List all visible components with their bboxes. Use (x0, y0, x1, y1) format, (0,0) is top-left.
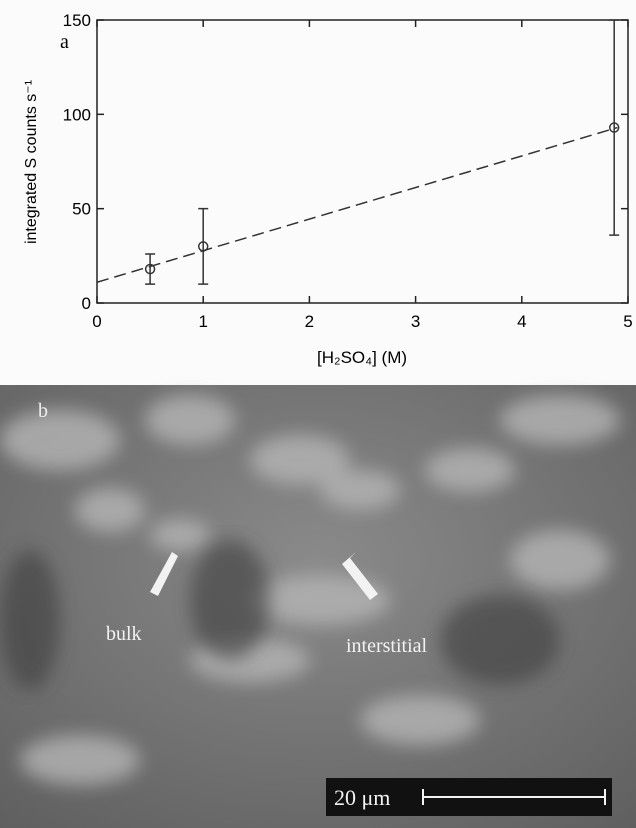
x-tick-label: 3 (411, 312, 420, 331)
error-bar (145, 253, 156, 285)
error-bar (609, 19, 620, 236)
plot-frame (96, 19, 629, 304)
annotation: interstitial (346, 635, 428, 657)
x-tick-label: 2 (305, 312, 314, 331)
plot: 0 50 100 150 0 1 2 3 4 5 (63, 11, 633, 331)
y-tick-label: 150 (63, 11, 91, 30)
fit-line (96, 126, 618, 283)
annotation: bulk (106, 623, 142, 645)
x-tick-label: 5 (623, 312, 632, 331)
y-tick-label: 100 (63, 105, 91, 124)
x-tick-label: 0 (92, 312, 101, 331)
x-axis-label: [H₂SO₄] (M) (317, 348, 407, 367)
data-point (144, 263, 156, 275)
y-tick-label: 50 (72, 200, 91, 219)
panel-label: a (60, 31, 69, 53)
panel-label: b (38, 400, 48, 422)
panel-a-background (0, 0, 636, 385)
y-tick-label: 0 (82, 294, 91, 313)
x-tick-label: 4 (517, 312, 526, 331)
y-axis-label: integrated S counts s⁻¹ (23, 80, 40, 244)
scale-bar (422, 789, 606, 805)
scale-bar-label: 20 μm (334, 785, 390, 810)
data-point (608, 122, 620, 133)
sem-image (0, 385, 636, 828)
x-tick-label: 1 (198, 312, 207, 331)
error-bar (198, 207, 209, 285)
data-point (197, 241, 209, 252)
